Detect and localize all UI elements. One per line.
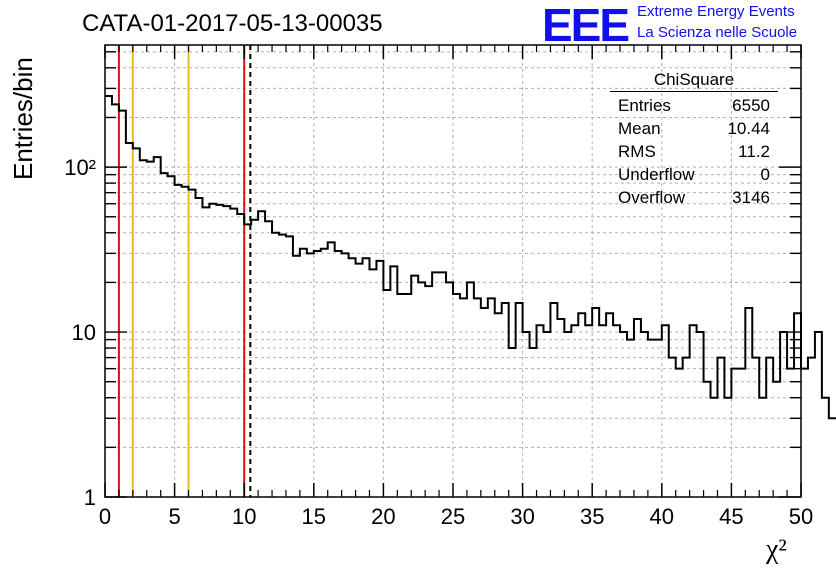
x-tick-label: 50 [789,504,813,529]
y-tick-label: 1 [84,485,96,510]
stats-row-mean: Mean 10.44 [610,117,778,140]
stats-value: 6550 [732,96,770,115]
stats-label: RMS [618,142,656,161]
y-tick-label: 10 [72,320,96,345]
y-axis-label: Entries/bin [8,57,38,180]
x-axis-label: χ² [766,534,787,565]
stats-row-overflow: Overflow 3146 [610,186,778,209]
logo-line-1: Extreme Energy Events [637,3,795,20]
stats-row-entries: Entries 6550 [610,94,778,117]
stats-value: 3146 [732,188,770,207]
stats-row-underflow: Underflow 0 [610,163,778,186]
stats-value: 11.2 [738,142,770,161]
x-tick-label: 5 [168,504,180,529]
y-tick-label: 10² [64,155,96,180]
stats-box: ChiSquare Entries 6550 Mean 10.44 RMS 11… [610,70,778,209]
x-tick-label: 15 [302,504,326,529]
x-tick-label: 30 [510,504,534,529]
plot-title: CATA-01-2017-05-13-00035 [82,10,383,37]
stats-value: 10.44 [727,119,770,138]
eee-logo: EEE [542,0,630,51]
x-tick-label: 25 [441,504,465,529]
x-tick-label: 40 [650,504,674,529]
y-axis-label-container: Entries/bin [6,40,42,190]
marker-lines [117,45,252,497]
x-tick-label: 45 [719,504,743,529]
tick-labels: 0 5 10 15 20 25 30 35 40 45 50 1 10 10² [64,155,813,529]
x-tick-label: 35 [580,504,604,529]
stats-label: Entries [618,96,671,115]
histogram-series [105,94,836,420]
axis-ticks [104,45,802,498]
stats-row-rms: RMS 11.2 [610,140,778,163]
x-tick-label: 0 [99,504,111,529]
x-tick-label: 10 [232,504,256,529]
logo-line-2: La Scienza nelle Scuole [637,24,798,41]
stats-label: Underflow [618,165,695,184]
x-tick-label: 20 [371,504,395,529]
stats-label: Overflow [618,188,686,207]
stats-title: ChiSquare [610,70,778,92]
stats-value: 0 [760,165,770,184]
grid-lines [105,45,801,497]
stats-label: Mean [618,119,661,138]
